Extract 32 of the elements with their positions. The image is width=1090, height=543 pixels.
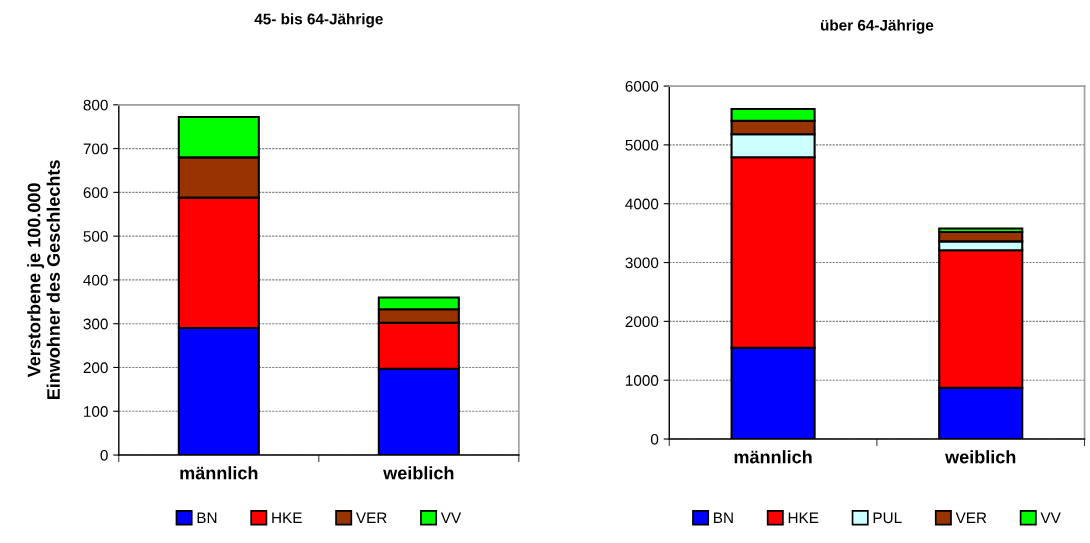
legend-label: PUL: [873, 512, 902, 524]
legend-label: VV: [440, 512, 462, 524]
x-tick-label: männlich: [180, 466, 258, 480]
y-tick-label: 2000: [625, 316, 659, 328]
legend-label: VER: [955, 512, 987, 524]
y-tick-label: 800: [83, 99, 108, 111]
y-tick-label: 500: [83, 231, 108, 242]
x-tick-label: weiblich: [383, 466, 454, 480]
y-tick-label: 700: [83, 143, 108, 155]
legend-label: VV: [1040, 512, 1061, 524]
x-tick-label: männlich: [734, 450, 812, 464]
legend-label: BN: [197, 512, 217, 524]
y-tick-label: 1000: [626, 375, 659, 386]
x-tick-label: weiblich: [945, 450, 1016, 464]
chart-title: 45- bis 64-Jährige: [254, 13, 383, 28]
y-tick-label: 5000: [625, 139, 659, 151]
legend-label: BN: [714, 512, 733, 524]
legend-label: VER: [355, 512, 387, 524]
y-tick-label: 4000: [625, 198, 659, 210]
y-tick-label: 400: [83, 274, 108, 286]
y-tick-label: 0: [650, 433, 659, 445]
y-tick-label: 3000: [625, 257, 659, 269]
chart-title: über 64-Jährige: [820, 19, 934, 34]
y-tick-label: 100: [84, 406, 108, 417]
y-tick-label: 600: [83, 187, 108, 199]
y-axis-title: Verstorbene je 100.000 Einwohner des Geschlechts: [27, 160, 60, 400]
y-tick-label: 0: [100, 449, 108, 461]
legend-label: HKE: [272, 512, 302, 524]
y-tick-label: 6000: [625, 80, 659, 92]
legend-label: HKE: [788, 512, 819, 524]
y-tick-label: 200: [83, 362, 108, 374]
y-tick-label: 300: [83, 318, 108, 330]
